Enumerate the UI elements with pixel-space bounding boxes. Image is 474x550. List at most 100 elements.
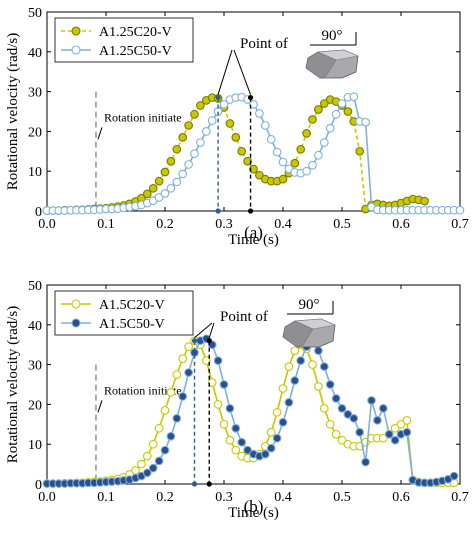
point-of-label: Point of xyxy=(240,36,288,52)
ninety-degree-point xyxy=(191,338,198,344)
data-point xyxy=(278,384,288,393)
data-point xyxy=(325,123,335,133)
ninety-degree-point xyxy=(247,94,254,101)
y-axis-label: Rotational velocity (rad/s) xyxy=(5,33,21,190)
data-point xyxy=(225,435,235,445)
data-point xyxy=(160,445,170,455)
data-point xyxy=(142,468,152,478)
data-point xyxy=(284,362,294,371)
data-point xyxy=(178,169,188,179)
data-point xyxy=(196,101,205,110)
data-point xyxy=(343,107,353,116)
y-tick-label: 50 xyxy=(28,279,42,294)
data-point xyxy=(367,396,376,405)
data-point xyxy=(225,404,235,413)
data-point xyxy=(355,427,365,437)
data-point xyxy=(160,167,170,177)
rock-block-icon xyxy=(305,49,359,79)
data-point xyxy=(184,121,193,130)
data-point xyxy=(325,419,335,429)
rock-face-left xyxy=(282,320,314,348)
data-point xyxy=(178,133,188,142)
data-point xyxy=(331,394,341,403)
data-point xyxy=(213,356,223,365)
data-point xyxy=(166,388,176,397)
data-point xyxy=(231,445,241,455)
data-point xyxy=(184,160,193,169)
y-tick-label: 30 xyxy=(28,359,42,374)
data-point xyxy=(390,423,400,433)
data-point xyxy=(154,456,164,466)
data-point xyxy=(296,144,306,154)
data-point xyxy=(137,459,146,469)
data-point xyxy=(231,423,241,433)
data-point xyxy=(302,166,311,176)
legend-marker xyxy=(71,299,81,309)
data-point xyxy=(266,427,276,437)
data-point xyxy=(166,183,176,193)
chart-panel-b: 0.0 0.1 0.2 0.3 0.4 0.5 0.6 0.7 0 10 20 30 40 50 Time … xyxy=(5,279,469,521)
x-tick-label: 0.2 xyxy=(156,490,174,505)
data-point xyxy=(131,466,140,475)
data-point xyxy=(225,119,235,128)
data-point xyxy=(255,170,264,180)
x-tick-label: 0.5 xyxy=(333,490,351,505)
data-point xyxy=(390,435,400,445)
y-tick-label: 20 xyxy=(28,125,42,140)
data-point xyxy=(207,378,217,387)
data-point xyxy=(172,177,182,187)
data-point xyxy=(142,451,152,461)
rock-face-left xyxy=(305,51,337,79)
data-point xyxy=(337,99,347,108)
x-tick-label: 0.1 xyxy=(97,490,115,505)
ninety-degree-point xyxy=(206,338,212,344)
rock-block-icon xyxy=(282,318,336,348)
legend-label: A1.25C50-V xyxy=(99,44,172,59)
data-point xyxy=(255,109,264,118)
data-point xyxy=(213,400,223,409)
data-point xyxy=(196,138,205,147)
data-point xyxy=(166,156,176,166)
angle-label: 90° xyxy=(322,28,343,44)
chart-panel-a: 0.0 0.1 0.2 0.3 0.4 0.5 0.6 0.7 0 10 20 30 40 50 Time … xyxy=(5,6,469,248)
data-point xyxy=(290,346,300,356)
legend-marker xyxy=(71,318,81,328)
ninety-degree-point xyxy=(215,94,221,101)
data-point xyxy=(308,115,317,124)
x-axis-label: Time (s) xyxy=(228,505,279,521)
data-point xyxy=(219,99,229,109)
data-point xyxy=(325,380,335,389)
data-point xyxy=(190,109,199,119)
x-tick-label: 0.0 xyxy=(38,490,56,505)
data-point xyxy=(290,376,300,385)
data-point xyxy=(455,205,465,215)
legend-label: A1.5C50-V xyxy=(99,317,165,332)
legend-label: A1.5C20-V xyxy=(99,298,165,313)
data-point xyxy=(154,176,164,186)
data-point xyxy=(172,370,182,379)
rotation-arrow xyxy=(97,400,103,413)
data-point xyxy=(308,360,317,369)
data-point xyxy=(148,463,158,473)
ninety-degree-base-point xyxy=(206,481,212,487)
point-of-arrow xyxy=(233,49,252,95)
x-tick-label: 0.4 xyxy=(274,217,292,232)
data-point xyxy=(148,183,158,193)
x-tick-label: 0.6 xyxy=(392,217,410,232)
data-point xyxy=(219,380,229,389)
data-point xyxy=(361,457,370,467)
data-point xyxy=(449,471,459,481)
angle-label: 90° xyxy=(299,297,320,313)
y-tick-label: 30 xyxy=(28,86,42,101)
data-point xyxy=(396,419,406,429)
data-point xyxy=(266,443,276,453)
plot-frame xyxy=(46,284,461,485)
ninety-degree-base-point xyxy=(215,208,221,214)
data-point xyxy=(272,147,282,157)
legend-box xyxy=(54,17,194,63)
y-tick-label: 0 xyxy=(35,478,42,493)
data-point xyxy=(402,427,412,437)
y-tick-label: 40 xyxy=(28,319,42,334)
data-point xyxy=(337,404,347,413)
